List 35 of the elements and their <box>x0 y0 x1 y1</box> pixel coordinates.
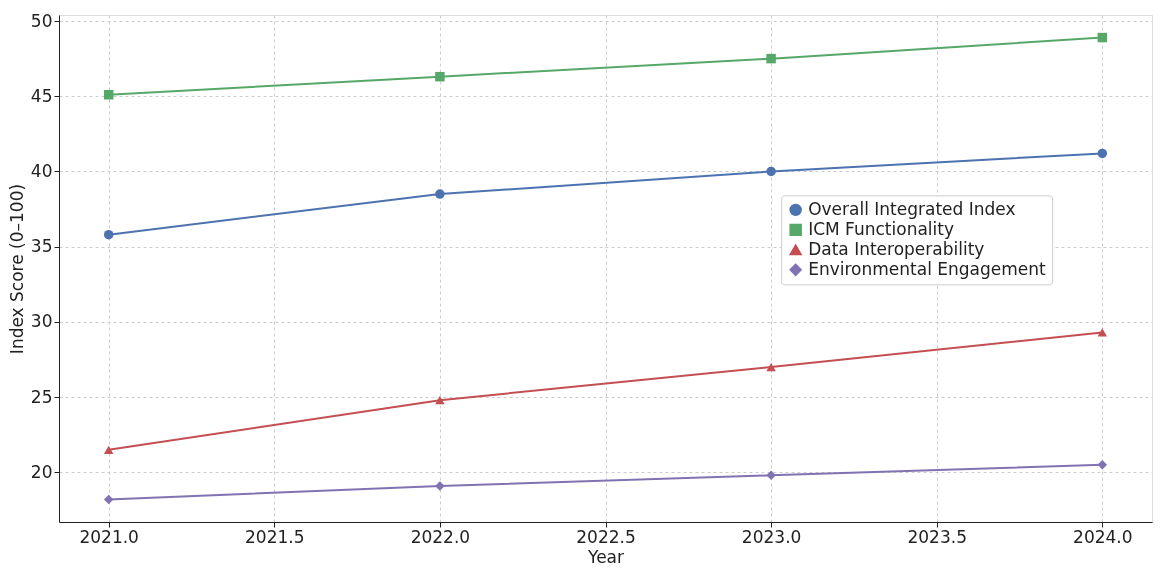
point <box>435 396 445 405</box>
point <box>766 470 776 481</box>
point <box>766 362 776 372</box>
point <box>103 229 114 240</box>
x-tick-label: 2022.5 <box>576 526 636 547</box>
y-tick-label: 45 <box>30 85 53 106</box>
point <box>103 445 114 454</box>
x-axis-title: Year <box>587 546 624 567</box>
y-tick-label: 40 <box>30 160 53 181</box>
point <box>435 189 445 199</box>
legend-label: Environmental Engagement <box>808 258 1047 279</box>
point <box>766 53 776 64</box>
y-axis-title: Index Score (0–100) <box>6 183 27 355</box>
point <box>103 89 114 100</box>
x-tick-label: 2021.0 <box>79 526 139 547</box>
point <box>1097 148 1108 159</box>
x-tick-label: 2023.5 <box>907 526 967 547</box>
x-tick-label: 2021.5 <box>245 526 305 547</box>
point <box>1097 328 1108 337</box>
y-tick-label: 35 <box>30 236 53 257</box>
x-tick-label: 2022.0 <box>410 526 471 547</box>
x-tick-label: 2024.0 <box>1073 526 1133 547</box>
y-tick-label: 20 <box>30 461 53 482</box>
y-tick-label: 30 <box>30 311 53 332</box>
x-tick-label: 2023.0 <box>741 526 802 547</box>
legend-label: ICM Functionality <box>808 218 955 239</box>
point <box>1097 32 1108 43</box>
legend-label: Overall Integrated Index <box>808 198 1016 219</box>
legend-label: Data Interoperability <box>808 238 985 259</box>
y-tick-label: 50 <box>30 10 53 31</box>
point <box>103 494 114 505</box>
y-tick-label: 25 <box>30 386 53 407</box>
point <box>435 71 445 82</box>
point <box>766 166 776 177</box>
point <box>1097 460 1108 470</box>
